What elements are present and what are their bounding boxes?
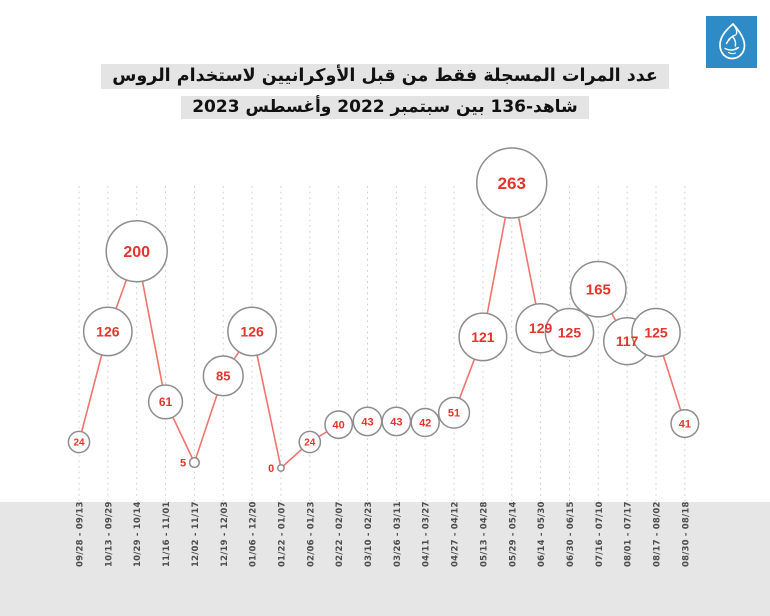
data-point-circle — [544, 307, 595, 358]
data-point-value: 117 — [616, 333, 639, 349]
data-point-value: 125 — [644, 325, 668, 341]
data-point-circle — [458, 312, 508, 362]
data-point-circle — [324, 410, 354, 440]
chart-title: عدد المرات المسجلة فقط من قبل الأوكرانيي… — [0, 64, 770, 119]
data-point-circle — [298, 430, 322, 454]
x-axis-label: 03/26 - 03/11 — [393, 501, 403, 567]
data-point-value: 61 — [159, 395, 173, 409]
data-point-circle — [631, 307, 681, 358]
data-point-value: 42 — [419, 417, 431, 429]
data-point-circle — [188, 457, 200, 469]
data-point-circle — [410, 407, 440, 438]
data-point-value: 200 — [123, 244, 150, 261]
x-axis-label: 01/22 - 01/07 — [277, 501, 287, 567]
x-axis-label: 08/30 - 08/18 — [681, 501, 691, 567]
x-axis-label: 08/01 - 07/17 — [624, 501, 634, 567]
data-point-value: 24 — [304, 438, 316, 449]
data-point-value: 125 — [558, 325, 582, 341]
chart-title-line-1: عدد المرات المسجلة فقط من قبل الأوكرانيي… — [101, 64, 669, 89]
data-point-value: 51 — [448, 408, 460, 420]
data-point-circle — [82, 306, 133, 357]
x-axis-label: 10/29 - 10/14 — [133, 501, 143, 567]
data-point-value: 126 — [96, 323, 120, 339]
data-point-circle — [277, 464, 285, 472]
x-axis-label: 04/11 - 03/27 — [422, 501, 432, 567]
data-point-value: 24 — [73, 438, 85, 449]
x-axis-label: 12/19 - 12/03 — [220, 501, 230, 567]
x-axis-label: 02/06 - 01/23 — [306, 501, 316, 567]
data-point-circle — [476, 147, 548, 219]
x-axis-label: 08/17 - 08/02 — [653, 501, 663, 567]
data-point-value: 43 — [361, 416, 373, 428]
data-point-value: 41 — [679, 419, 691, 431]
data-point-circle — [67, 430, 91, 454]
data-point-circle — [227, 306, 278, 357]
data-point-circle — [105, 220, 168, 283]
x-axis-label: 06/14 - 05/30 — [537, 501, 547, 567]
data-point-value: 40 — [333, 420, 345, 432]
data-point-circle — [147, 384, 184, 420]
chart-title-line-2: شاهد-136 بين سبتمبر 2022 وأغسطس 2023 — [181, 96, 589, 119]
x-axis-label: 03/10 - 02/23 — [364, 501, 374, 567]
x-axis-label: 05/29 - 05/14 — [508, 501, 518, 567]
data-point-value: 263 — [498, 174, 526, 193]
data-point-value: 0 — [268, 463, 274, 475]
x-axis-label: 12/02 - 11/17 — [191, 501, 201, 567]
data-point-value: 126 — [240, 323, 264, 339]
data-point-value: 121 — [471, 329, 495, 345]
data-point-circle — [202, 355, 244, 397]
x-axis-label: 02/22 - 02/07 — [335, 501, 345, 567]
data-point-circle — [437, 396, 471, 429]
x-axis-label: 07/16 - 07/10 — [595, 501, 605, 567]
x-axis-label: 01/06 - 12/20 — [249, 501, 259, 567]
data-point-value: 165 — [586, 282, 611, 299]
data-point-circle — [569, 260, 627, 318]
x-axis-label: 11/16 - 11/01 — [162, 501, 172, 567]
x-axis-band — [0, 502, 770, 616]
data-point-value: 129 — [529, 320, 553, 336]
x-axis-label: 05/13 - 04/28 — [479, 501, 489, 567]
x-axis-label: 04/27 - 04/12 — [451, 501, 461, 567]
x-axis-label: 10/13 - 09/29 — [104, 501, 114, 567]
data-point-value: 85 — [216, 369, 230, 384]
x-axis-label: 06/30 - 06/15 — [566, 501, 576, 567]
data-point-value: 5 — [180, 458, 186, 470]
x-axis-label: 09/28 - 09/13 — [76, 501, 86, 567]
al-jazeera-flame-icon — [718, 22, 745, 60]
data-point-circle — [670, 409, 700, 439]
data-point-value: 43 — [390, 416, 402, 428]
al-jazeera-logo — [706, 16, 757, 68]
